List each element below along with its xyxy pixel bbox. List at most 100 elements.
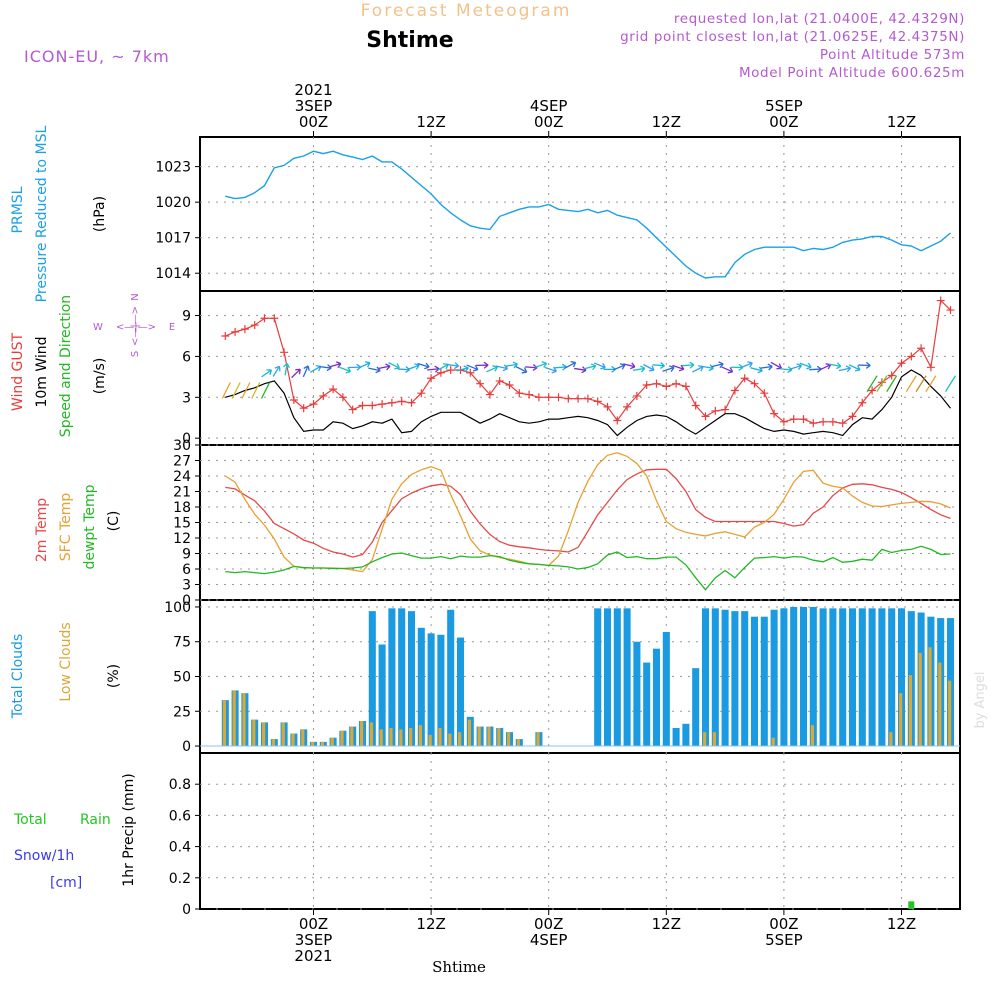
gust-marker [604,403,612,411]
header-location: Shtime [366,28,453,53]
time-label-top: 12Z [652,113,681,131]
y-tick-label: 1014 [155,266,191,282]
cloud-low-label: Low Clouds [58,622,74,701]
total-cloud-bar [624,608,631,746]
gust-marker [839,419,847,427]
total-cloud-bar [702,608,709,746]
total-cloud-bar [447,610,454,746]
header-model-title: Forecast Meteogram [361,1,572,21]
wind-dir-label: Speed and Direction [58,295,74,437]
wind-10m-label: 10m Wind [34,336,50,407]
pressure-title: PRMSL [10,186,26,233]
wind-arrow-early [252,382,260,398]
gust-marker [829,418,837,426]
time-label-bottom: 12Z [887,915,916,933]
low-cloud-bar [389,728,392,746]
y-tick-label: 0.6 [169,808,191,824]
gust-marker [594,397,602,405]
wind-arrow [271,365,282,378]
y-tick-label: 1017 [155,231,191,247]
pressure-unit: (hPa) [92,196,108,232]
low-cloud-bar [301,729,304,746]
gust-line [225,301,950,424]
compass-e: E [169,322,175,333]
total-cloud-bar [761,617,768,746]
low-cloud-bar [360,721,363,746]
cloud-unit: (%) [106,664,122,688]
total-cloud-bar [741,611,748,746]
wind-arrow [368,365,381,373]
low-cloud-bar [919,653,922,746]
wind-arrow-late [916,376,926,392]
y-tick-label: 0.2 [169,871,191,887]
wind-arrow [682,362,694,369]
low-cloud-bar [928,647,931,746]
gust-marker [613,416,621,424]
y-tick-label: 0 [182,902,191,918]
gust-marker [231,328,239,336]
low-cloud-bar [340,731,343,746]
gust-marker [496,377,504,385]
total-cloud-bar [682,724,689,746]
total-cloud-bar [878,608,885,746]
y-tick-label: 12 [173,531,191,547]
total-cloud-bar [839,608,846,746]
low-cloud-bar [311,742,314,746]
time-label-top: 00Z [299,113,328,131]
y-tick-label: 21 [173,485,191,501]
y-tick-label: 1020 [155,195,191,211]
gust-marker [927,363,935,371]
gust-marker [525,391,533,399]
gust-marker [221,332,229,340]
total-cloud-bar [849,608,856,746]
low-cloud-bar [948,681,951,746]
low-cloud-bar [507,732,510,746]
wind-arrow-late [946,376,956,392]
total-cloud-bar [790,607,797,746]
y-tick-label: 24 [173,469,191,485]
low-cloud-bar [331,738,334,746]
y-tick-label: 75 [173,635,191,651]
gust-marker [555,393,563,401]
total-cloud-bar [633,642,640,746]
gust-marker [270,314,278,322]
total-cloud-bar [604,608,611,746]
panel-frame [200,137,960,291]
low-cloud-bar [399,729,402,746]
precip-unit: 1hr Precip (mm) [121,773,137,886]
total-cloud-bar [457,638,464,746]
gust-marker [251,321,259,329]
low-cloud-bar [811,725,814,746]
credit-watermark: by Angel [973,671,988,728]
header-grid-point: grid point closest lon,lat (21.0625E, 42… [620,29,965,45]
wind-line [225,370,950,436]
low-cloud-bar [223,700,226,746]
precip-cm-label: [cm] [50,875,82,891]
total-cloud-bar [614,608,621,746]
wind-arrow [574,365,587,373]
gust-marker [672,380,680,388]
low-cloud-bar [478,727,481,746]
header-model: ICON-EU, ~ 7km [24,47,170,66]
precip-snow-label: Snow/1h [14,848,74,864]
low-cloud-bar [909,675,912,746]
gust-marker [682,382,690,390]
low-cloud-bar [438,728,441,746]
gust-marker [849,412,857,420]
wind-arrow [260,368,273,380]
y-tick-label: 6 [182,349,191,365]
low-cloud-bar [458,732,461,746]
y-tick-label: 6 [182,562,191,578]
wind-arrow [544,365,557,374]
gust-marker [790,415,798,423]
low-cloud-bar [487,727,490,746]
wind-unit: (m/s) [92,358,108,395]
total-cloud-bar [810,607,817,746]
wind-arrow [338,364,351,374]
cloud-total-label: Total Clouds [10,634,26,719]
y-tick-label: 0 [182,739,191,755]
gust-marker [819,418,827,426]
y-tick-label: 9 [182,309,191,325]
